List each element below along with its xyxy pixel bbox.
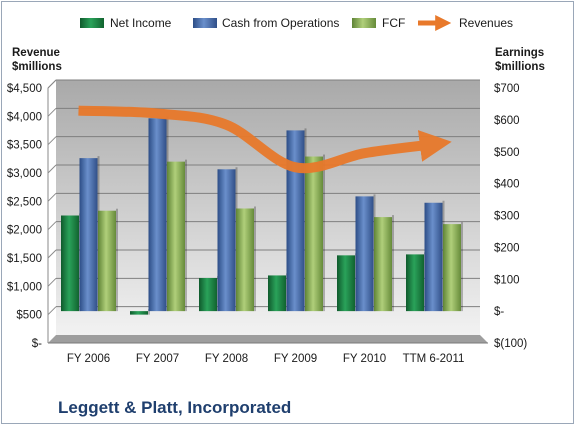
legend: Net Income Cash from Operations FCF Reve… (80, 14, 513, 32)
bar-net-income (406, 254, 424, 312)
bar-net-income (199, 277, 217, 312)
gridline-depth (47, 221, 57, 231)
bar-side-shadow (461, 222, 463, 312)
y-right-tick-label: $100 (494, 274, 520, 286)
legend-swatch-net-income (80, 18, 104, 28)
bar-side-shadow (116, 208, 118, 312)
y-left-tick-labels: $4,500 $4,000 $3,500 $3,000 $2,500 $2,000 $1,5… (7, 83, 42, 350)
x-tick-label: FY 2007 (136, 353, 179, 365)
bar-side-shadow (254, 206, 256, 312)
gridline-depth (47, 164, 57, 174)
y-left-axis-title-line1: Revenue (12, 47, 60, 59)
x-tick-label: FY 2010 (343, 353, 386, 365)
y-right-tick-label: $200 (494, 242, 520, 254)
bar-net-income (130, 311, 148, 315)
x-tick-label: FY 2006 (67, 353, 110, 365)
x-tick-label: FY 2009 (274, 353, 317, 365)
y-right-tick-label: $700 (494, 83, 520, 95)
bar-cash-from-operations (148, 118, 167, 312)
legend-label-cash-from-operations: Cash from Operations (222, 16, 339, 30)
y-right-axis-title-line1: Earnings (495, 47, 544, 59)
plot-floor (48, 335, 488, 343)
y-left-tick-label: $500 (16, 310, 42, 322)
y-left-tick-label: $2,500 (7, 196, 42, 208)
bar-side-shadow (323, 154, 325, 312)
gridline-depth (47, 306, 57, 316)
y-right-tick-label: $600 (494, 115, 520, 127)
bar-cash-from-operations (79, 158, 98, 312)
bar-side-shadow (148, 309, 150, 315)
legend-label-net-income: Net Income (110, 16, 172, 30)
bar-side-shadow (185, 159, 187, 312)
y-right-tick-label: $300 (494, 211, 520, 223)
bar-net-income (61, 215, 79, 312)
y-left-tick-label: $4,500 (7, 83, 42, 95)
bar-cash-from-operations (286, 130, 305, 312)
y-left-axis-title-line2: $millions (12, 61, 62, 73)
gridline-depth (47, 107, 57, 117)
revenues-line (78, 105, 452, 174)
y-right-axis-title-line2: $millions (495, 61, 545, 73)
legend-swatch-cash-from-operations (193, 18, 217, 28)
y-left-tick-label: $1,500 (7, 253, 42, 265)
bar-fcf (167, 161, 185, 312)
bar-cash-from-operations (217, 169, 236, 312)
bar-fcf (305, 156, 323, 312)
y-left-tick-label: $1,000 (7, 281, 42, 293)
gridline-depth (47, 79, 57, 89)
x-tick-labels: FY 2006 FY 2007 FY 2008 FY 2009 FY 2010 TTM 6… (67, 353, 465, 365)
bars (61, 116, 463, 315)
bar-cash-from-operations (424, 202, 443, 312)
gridline-depth (47, 136, 57, 146)
bar-fcf (236, 208, 254, 312)
revenues-series (78, 105, 452, 174)
bar-net-income (268, 275, 286, 312)
y-left-tick-label: $3,500 (7, 140, 42, 152)
y-left-tick-label: $4,000 (7, 111, 42, 123)
y-left-tick-label: $3,000 (7, 168, 42, 180)
y-right-tick-label: $500 (494, 147, 520, 159)
y-right-tick-label: $- (494, 306, 504, 318)
bar-fcf (443, 224, 461, 312)
legend-label-revenues: Revenues (459, 16, 513, 30)
y-right-tick-label: $400 (494, 179, 520, 191)
bar-side-shadow (392, 215, 394, 312)
bar-cash-from-operations (355, 196, 374, 312)
bar-fcf (98, 210, 116, 312)
legend-swatch-fcf (352, 18, 376, 28)
y-left-tick-label: $- (32, 338, 42, 350)
y-left-tick-label: $2,000 (7, 225, 42, 237)
bar-fcf (374, 217, 392, 312)
legend-label-fcf: FCF (382, 16, 405, 30)
x-tick-label: FY 2008 (205, 353, 248, 365)
gridline-depth (47, 277, 57, 287)
y-right-tick-labels: $700 $600 $500 $400 $300 $200 $100 $- $(100) (494, 83, 527, 350)
x-tick-label: TTM 6-2011 (403, 353, 465, 365)
gridline-depth (47, 249, 57, 259)
gridline-depth (47, 192, 57, 202)
company-name: Leggett & Platt, Incorporated (58, 398, 291, 417)
y-right-tick-label: $(100) (494, 338, 527, 350)
bar-net-income (337, 255, 355, 312)
